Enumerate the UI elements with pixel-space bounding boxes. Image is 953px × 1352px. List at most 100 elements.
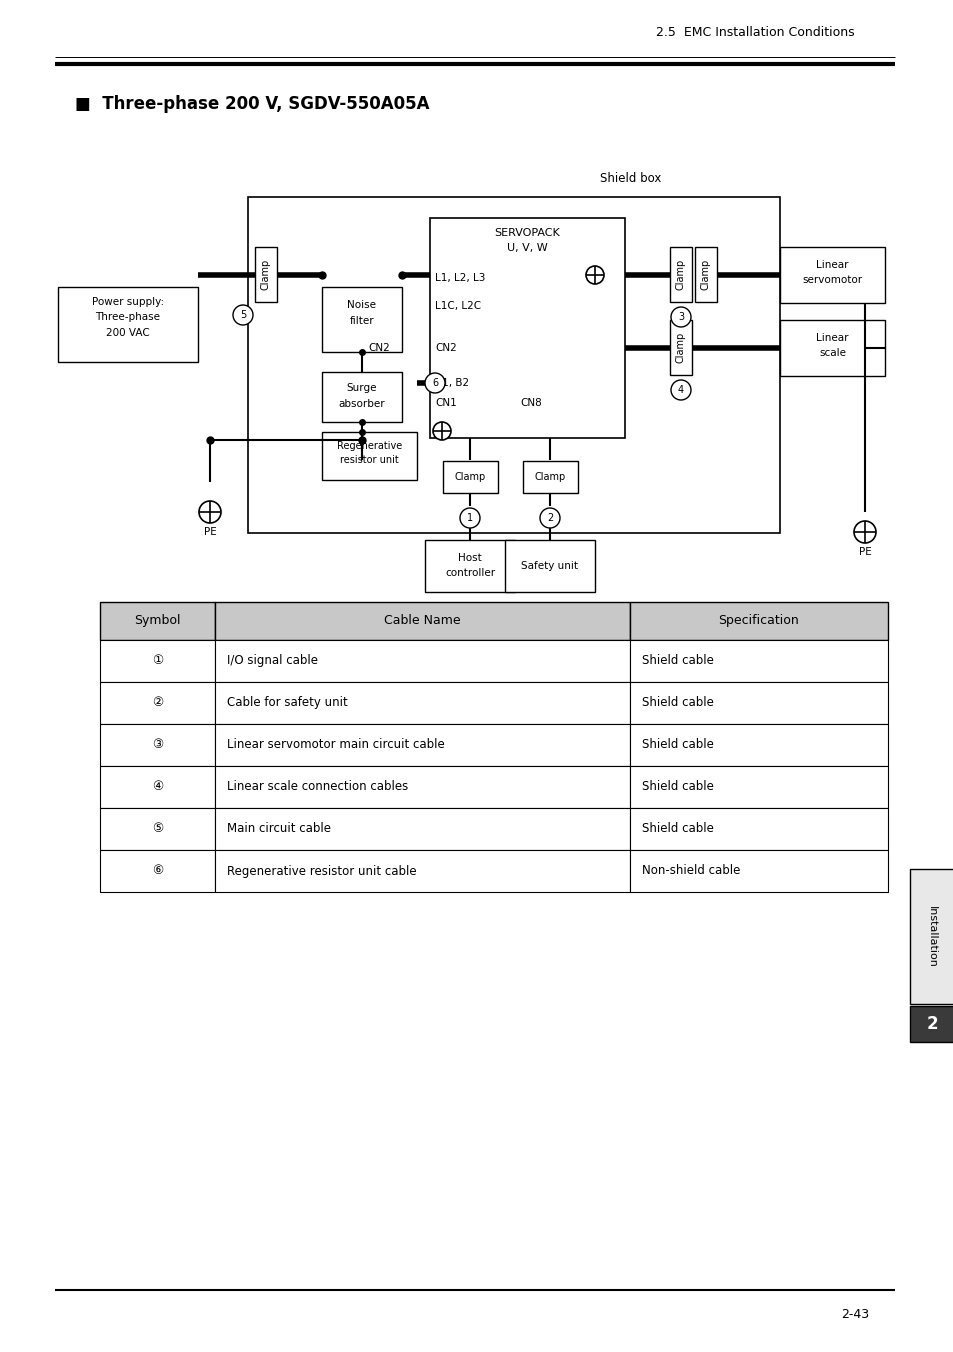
Bar: [214, 681, 629, 725]
Text: L1, L2, L3: L1, L2, L3: [435, 273, 485, 283]
Text: ⑤: ⑤: [152, 822, 163, 836]
Bar: [214, 767, 629, 808]
Bar: [629, 639, 887, 681]
Bar: [669, 320, 691, 375]
Text: filter: filter: [350, 316, 374, 326]
Text: Noise: Noise: [347, 300, 376, 310]
Text: CN8: CN8: [519, 397, 541, 408]
Bar: [669, 247, 691, 301]
Text: I/O signal cable: I/O signal cable: [227, 654, 317, 668]
Text: CN1: CN1: [435, 397, 456, 408]
Text: Linear: Linear: [816, 260, 848, 270]
Text: 200 VAC: 200 VAC: [106, 329, 150, 338]
Bar: [424, 539, 515, 592]
Bar: [100, 681, 214, 725]
Bar: [254, 247, 276, 301]
Text: Clamp: Clamp: [676, 258, 685, 291]
Bar: [522, 461, 578, 493]
Text: Linear servomotor main circuit cable: Linear servomotor main circuit cable: [227, 738, 444, 752]
Circle shape: [233, 306, 253, 324]
Bar: [430, 218, 624, 438]
Text: 4: 4: [678, 385, 683, 395]
Bar: [629, 681, 887, 725]
Bar: [629, 602, 887, 639]
Text: L1C, L2C: L1C, L2C: [435, 301, 480, 311]
Bar: [629, 850, 887, 892]
Bar: [629, 808, 887, 850]
Text: Surge: Surge: [346, 383, 376, 393]
Text: Symbol: Symbol: [134, 615, 180, 627]
Text: resistor unit: resistor unit: [340, 456, 398, 465]
Text: ③: ③: [152, 738, 163, 752]
Circle shape: [424, 373, 444, 393]
Text: Shield cable: Shield cable: [641, 696, 713, 710]
Circle shape: [585, 266, 603, 284]
Text: Power supply:: Power supply:: [91, 297, 164, 307]
Text: Main circuit cable: Main circuit cable: [227, 822, 331, 836]
Bar: [58, 287, 198, 362]
Bar: [695, 247, 717, 301]
Text: 2-43: 2-43: [840, 1307, 868, 1321]
Text: 2.5  EMC Installation Conditions: 2.5 EMC Installation Conditions: [656, 26, 854, 38]
Text: 2: 2: [546, 512, 553, 523]
Text: 1: 1: [466, 512, 473, 523]
Text: servomotor: servomotor: [801, 274, 862, 285]
Text: scale: scale: [818, 347, 845, 358]
Bar: [909, 869, 953, 1005]
Bar: [322, 372, 401, 422]
Bar: [100, 767, 214, 808]
Text: Cable Name: Cable Name: [384, 615, 460, 627]
Bar: [248, 197, 780, 533]
Bar: [100, 639, 214, 681]
Text: Clamp: Clamp: [676, 331, 685, 364]
Text: Clamp: Clamp: [261, 258, 271, 291]
Text: Linear: Linear: [816, 333, 848, 343]
Text: Host: Host: [457, 553, 481, 562]
Bar: [504, 539, 595, 592]
Circle shape: [433, 422, 451, 439]
Text: Regenerative resistor unit cable: Regenerative resistor unit cable: [227, 864, 416, 877]
Bar: [214, 725, 629, 767]
Bar: [214, 808, 629, 850]
Bar: [780, 247, 884, 303]
Text: CN2: CN2: [368, 343, 390, 353]
Text: Shield cable: Shield cable: [641, 780, 713, 794]
Text: ②: ②: [152, 696, 163, 710]
Text: Shield cable: Shield cable: [641, 822, 713, 836]
Text: 2: 2: [925, 1015, 937, 1033]
Bar: [214, 850, 629, 892]
Text: Safety unit: Safety unit: [521, 561, 578, 571]
Text: Clamp: Clamp: [700, 258, 710, 291]
Circle shape: [670, 380, 690, 400]
Text: Cable for safety unit: Cable for safety unit: [227, 696, 348, 710]
Text: Three-phase: Three-phase: [95, 312, 160, 322]
Bar: [322, 433, 416, 480]
Bar: [442, 461, 497, 493]
Bar: [909, 1006, 953, 1042]
Bar: [322, 287, 401, 352]
Text: ■  Three-phase 200 V, SGDV-550A05A: ■ Three-phase 200 V, SGDV-550A05A: [75, 95, 429, 114]
Text: ④: ④: [152, 780, 163, 794]
Text: SERVOPACK: SERVOPACK: [494, 228, 559, 238]
Text: absorber: absorber: [338, 399, 385, 410]
Text: ①: ①: [152, 654, 163, 668]
Text: Non-shield cable: Non-shield cable: [641, 864, 740, 877]
Bar: [629, 725, 887, 767]
Bar: [100, 725, 214, 767]
Bar: [214, 602, 629, 639]
Text: Specification: Specification: [718, 615, 799, 627]
Text: U, V, W: U, V, W: [507, 243, 547, 253]
Text: Shield cable: Shield cable: [641, 654, 713, 668]
Text: ⑥: ⑥: [152, 864, 163, 877]
Text: Clamp: Clamp: [455, 472, 486, 483]
Text: PE: PE: [203, 527, 216, 537]
Text: Regenerative: Regenerative: [336, 441, 402, 452]
Text: B1, B2: B1, B2: [435, 379, 469, 388]
Text: 6: 6: [432, 379, 437, 388]
Text: Installation: Installation: [926, 906, 936, 968]
Bar: [780, 320, 884, 376]
Text: 3: 3: [678, 312, 683, 322]
Text: Clamp: Clamp: [535, 472, 565, 483]
Text: PE: PE: [858, 548, 870, 557]
Text: CN2: CN2: [435, 343, 456, 353]
